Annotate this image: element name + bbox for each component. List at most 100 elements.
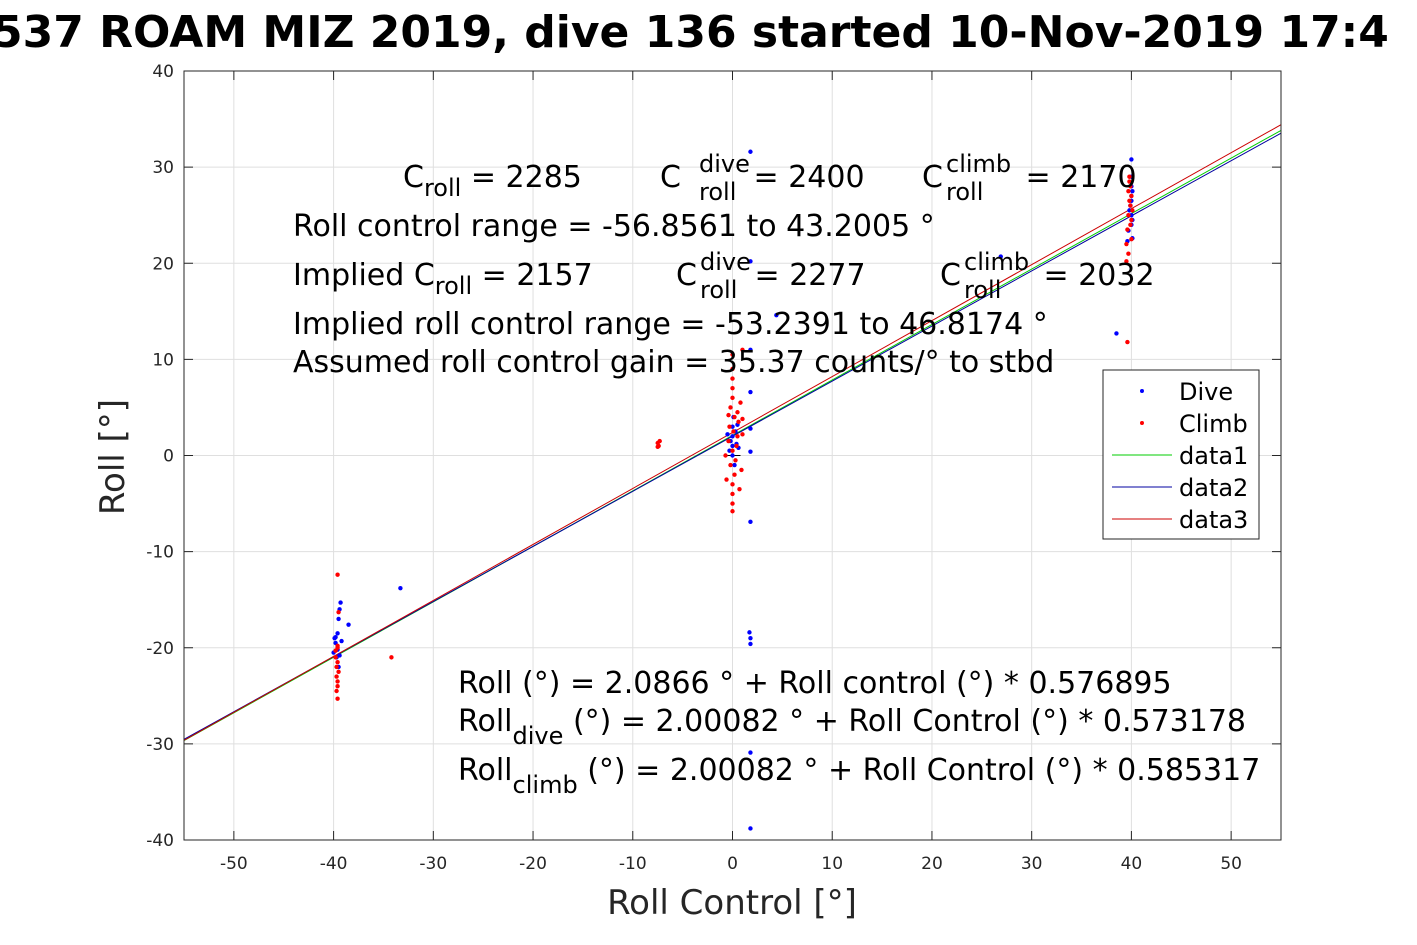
point-climb <box>730 501 735 506</box>
point-climb <box>335 696 340 701</box>
point-climb <box>1128 222 1133 227</box>
y-axis-label: Roll [°] <box>93 399 133 515</box>
point-climb <box>731 429 736 434</box>
point-climb <box>333 648 338 653</box>
point-climb <box>730 491 735 497</box>
x-axis-label: Roll Control [°] <box>607 883 857 923</box>
legend: Dive Climb data1 data2 data3 <box>1102 369 1260 540</box>
x-tick-label: -30 <box>419 854 447 874</box>
legend-label-data1: data1 <box>1179 442 1248 470</box>
point-climb <box>335 572 340 577</box>
legend-marker-dive <box>1140 389 1144 393</box>
point-climb <box>740 432 745 437</box>
point-dive <box>730 434 735 439</box>
annotation-fit-climb: Rollclimb (°) = 2.00082 ° + Roll Control… <box>458 753 1260 799</box>
point-dive <box>730 443 735 449</box>
point-dive <box>748 449 753 454</box>
y-tick-label: 30 <box>152 158 174 178</box>
point-climb <box>726 412 731 418</box>
y-tick-label: 10 <box>152 350 174 370</box>
x-tick-label: -40 <box>320 854 348 874</box>
point-climb <box>737 486 742 492</box>
point-climb <box>1127 179 1132 184</box>
point-dive <box>730 453 735 458</box>
point-dive <box>748 826 753 831</box>
point-climb <box>728 462 733 468</box>
point-dive <box>398 585 403 591</box>
point-climb <box>336 609 341 615</box>
point-climb <box>730 352 735 357</box>
point-climb <box>389 655 394 660</box>
point-dive <box>748 149 753 154</box>
point-climb <box>1126 251 1131 256</box>
point-dive <box>1114 331 1119 336</box>
point-climb <box>730 482 735 487</box>
annotation-c-roll: Croll = 2285 <box>403 160 582 202</box>
point-climb <box>728 405 733 410</box>
point-dive <box>335 631 340 636</box>
point-dive <box>748 259 753 264</box>
point-dive <box>748 426 753 431</box>
point-climb <box>1124 259 1129 264</box>
point-climb <box>738 400 743 405</box>
point-dive <box>748 347 753 352</box>
point-climb <box>1129 193 1134 199</box>
point-climb <box>735 434 740 439</box>
x-ticks: -50 -40 -30 -20 -10 0 10 20 30 40 50 <box>220 71 1242 874</box>
x-tick-label: -50 <box>220 854 248 874</box>
point-climb <box>334 664 339 670</box>
point-dive <box>732 462 737 468</box>
point-climb <box>333 655 338 660</box>
y-tick-label: -10 <box>146 543 174 563</box>
y-tick-label: 20 <box>152 254 174 274</box>
x-tick-label: 30 <box>1021 854 1043 874</box>
legend-label-data3: data3 <box>1179 506 1248 534</box>
point-dive <box>747 630 752 635</box>
annotation-fit-dive: Rolldive (°) = 2.00082 ° + Roll Control … <box>458 704 1246 750</box>
point-climb <box>1130 208 1135 213</box>
x-tick-label: 10 <box>821 854 843 874</box>
point-climb <box>1124 241 1129 247</box>
point-climb <box>1126 212 1131 218</box>
x-tick-label: 50 <box>1220 854 1242 874</box>
point-climb <box>733 458 738 463</box>
point-climb <box>655 444 660 450</box>
x-tick-label: 40 <box>1121 854 1143 874</box>
legend-marker-climb <box>1140 421 1144 425</box>
point-dive <box>725 432 730 437</box>
point-climb <box>335 659 340 665</box>
annotation-implied-c-roll: Implied Croll = 2157 <box>293 258 593 300</box>
point-climb <box>1128 203 1133 208</box>
point-climb <box>334 674 339 679</box>
point-dive <box>346 622 351 627</box>
point-climb <box>730 376 735 381</box>
point-climb <box>730 509 735 514</box>
point-climb <box>726 438 731 444</box>
point-dive <box>333 634 338 640</box>
point-climb <box>1125 339 1130 345</box>
point-dive <box>1130 188 1135 194</box>
point-climb <box>1129 237 1134 242</box>
x-tick-label: 0 <box>727 854 738 874</box>
point-dive <box>748 641 753 647</box>
point-dive <box>998 254 1003 259</box>
legend-label-dive: Dive <box>1179 378 1233 406</box>
legend-label-data2: data2 <box>1179 474 1248 502</box>
x-tick-label: -20 <box>519 854 547 874</box>
point-climb <box>730 395 735 401</box>
point-dive <box>748 519 753 525</box>
point-climb <box>1125 227 1130 232</box>
point-climb <box>1127 198 1132 203</box>
point-climb <box>739 467 744 473</box>
point-climb <box>724 477 729 482</box>
point-climb <box>657 438 662 444</box>
point-dive <box>748 750 753 755</box>
point-climb <box>727 424 732 429</box>
y-tick-label: 0 <box>163 447 174 467</box>
point-climb <box>336 669 341 674</box>
point-climb <box>730 448 735 453</box>
